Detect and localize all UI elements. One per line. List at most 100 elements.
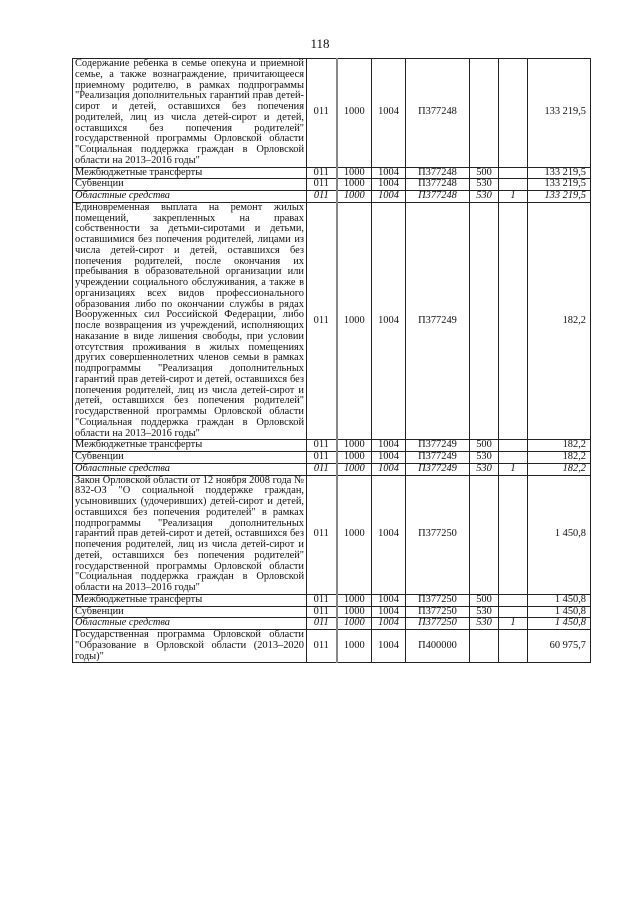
funding-source-code: 1 xyxy=(498,462,528,476)
funding-source-code xyxy=(498,593,528,607)
section-code: 1000 xyxy=(335,201,372,441)
ministry-code: 011 xyxy=(306,451,337,464)
funding-source-code xyxy=(498,201,528,441)
funding-source-code: 1 xyxy=(498,617,528,630)
ministry-code: 011 xyxy=(306,201,337,441)
row-description: Областные средства xyxy=(72,462,307,476)
row-description: Областные средства xyxy=(72,617,307,630)
row-description: Субвенции xyxy=(72,605,307,619)
section-code: 1000 xyxy=(335,605,372,619)
row-description: Субвенции xyxy=(72,451,307,464)
subsection-code: 1004 xyxy=(371,474,406,595)
target-article-code: П377249 xyxy=(405,201,470,441)
expense-type-code: 500 xyxy=(469,166,499,180)
target-article-code: П400000 xyxy=(405,628,470,664)
amount: 182,2 xyxy=(527,451,591,464)
table-row: Областные средства 011 1000 1004 П377248 530 1… xyxy=(72,190,591,203)
table-row: Межбюджетные трансферты 011 1000 1004 П37724… xyxy=(72,166,591,180)
expense-type-code: 530 xyxy=(469,190,499,203)
ministry-code: 011 xyxy=(306,58,337,168)
funding-source-code xyxy=(498,166,528,180)
ministry-code: 011 xyxy=(306,190,337,203)
expense-type-code xyxy=(469,628,499,664)
amount: 182,2 xyxy=(527,462,591,476)
target-article-code: П377248 xyxy=(405,58,470,168)
amount: 60 975,7 xyxy=(527,628,591,664)
funding-source-code xyxy=(498,474,528,595)
target-article-code: П377249 xyxy=(405,451,470,464)
expense-type-code: 530 xyxy=(469,178,499,191)
row-description: Содержание ребенка в семье опекуна и при… xyxy=(72,58,307,168)
row-description: Государственная программа Орловской обла… xyxy=(72,628,307,664)
ministry-code: 011 xyxy=(306,462,337,476)
ministry-code: 011 xyxy=(306,439,337,452)
amount: 182,2 xyxy=(527,201,591,441)
subsection-code: 1004 xyxy=(371,190,406,203)
funding-source-code xyxy=(498,605,528,619)
expense-type-code xyxy=(469,474,499,595)
amount: 1 450,8 xyxy=(527,474,591,595)
subsection-code: 1004 xyxy=(371,617,406,630)
subsection-code: 1004 xyxy=(371,201,406,441)
subsection-code: 1004 xyxy=(371,439,406,452)
table-row: Межбюджетные трансферты 011 1000 1004 П37724… xyxy=(72,439,591,452)
ministry-code: 011 xyxy=(306,178,337,191)
section-code: 1000 xyxy=(335,190,372,203)
subsection-code: 1004 xyxy=(371,178,406,191)
funding-source-code xyxy=(498,451,528,464)
target-article-code: П377250 xyxy=(405,474,470,595)
amount: 133 219,5 xyxy=(527,166,591,180)
target-article-code: П377249 xyxy=(405,462,470,476)
ministry-code: 011 xyxy=(306,474,337,595)
amount: 133 219,5 xyxy=(527,178,591,191)
amount: 133 219,5 xyxy=(527,190,591,203)
row-description: Областные средства xyxy=(72,190,307,203)
target-article-code: П377249 xyxy=(405,439,470,452)
funding-source-code xyxy=(498,178,528,191)
subsection-code: 1004 xyxy=(371,58,406,168)
section-code: 1000 xyxy=(335,628,372,664)
subsection-code: 1004 xyxy=(371,628,406,664)
ministry-code: 011 xyxy=(306,166,337,180)
table-row: Закон Орловской области от 12 ноября 200… xyxy=(72,474,591,595)
section-code: 1000 xyxy=(335,166,372,180)
row-description: Межбюджетные трансферты xyxy=(72,166,307,180)
target-article-code: П377250 xyxy=(405,593,470,607)
table-row: Областные средства 011 1000 1004 П377249 530 1… xyxy=(72,462,591,476)
ministry-code: 011 xyxy=(306,593,337,607)
row-description: Закон Орловской области от 12 ноября 200… xyxy=(72,474,307,595)
page-number: 118 xyxy=(310,36,330,51)
amount: 1 450,8 xyxy=(527,617,591,630)
amount: 182,2 xyxy=(527,439,591,452)
section-code: 1000 xyxy=(335,462,372,476)
section-code: 1000 xyxy=(335,58,372,168)
expense-type-code: 530 xyxy=(469,462,499,476)
table-row: Межбюджетные трансферты 011 1000 1004 П37725… xyxy=(72,593,591,607)
budget-table: Содержание ребенка в семье опекуна и при… xyxy=(72,58,591,664)
section-code: 1000 xyxy=(335,617,372,630)
expense-type-code xyxy=(469,58,499,168)
subsection-code: 1004 xyxy=(371,593,406,607)
funding-source-code: 1 xyxy=(498,190,528,203)
table-row: Содержание ребенка в семье опекуна и при… xyxy=(72,58,591,168)
section-code: 1000 xyxy=(335,474,372,595)
row-description: Межбюджетные трансферты xyxy=(72,593,307,607)
funding-source-code xyxy=(498,439,528,452)
expense-type-code: 530 xyxy=(469,617,499,630)
target-article-code: П377250 xyxy=(405,617,470,630)
table-row: Государственная программа Орловской обла… xyxy=(72,628,591,664)
subsection-code: 1004 xyxy=(371,605,406,619)
section-code: 1000 xyxy=(335,178,372,191)
amount: 1 450,8 xyxy=(527,593,591,607)
subsection-code: 1004 xyxy=(371,462,406,476)
table-row: Субвенции 011 1000 1004 П377248 530 133 219,5 xyxy=(72,178,591,191)
section-code: 1000 xyxy=(335,439,372,452)
target-article-code: П377248 xyxy=(405,178,470,191)
subsection-code: 1004 xyxy=(371,166,406,180)
table-row: Областные средства 011 1000 1004 П377250 530 1… xyxy=(72,617,591,630)
ministry-code: 011 xyxy=(306,617,337,630)
expense-type-code: 500 xyxy=(469,439,499,452)
funding-source-code xyxy=(498,58,528,168)
row-description: Субвенции xyxy=(72,178,307,191)
target-article-code: П377248 xyxy=(405,166,470,180)
